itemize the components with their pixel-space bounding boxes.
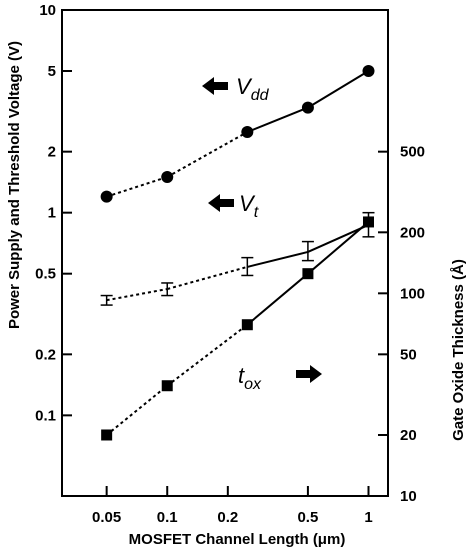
x-tick-label: 1 <box>364 509 372 526</box>
x-tick-label: 0.05 <box>92 509 121 526</box>
vt-label: Vt <box>239 191 259 221</box>
x-tick-label: 0.5 <box>297 509 318 526</box>
right-y-tick-label: 500 <box>400 144 425 161</box>
left-y-tick-label: 5 <box>48 63 56 80</box>
vt-segment <box>247 250 309 268</box>
vt-segment <box>166 265 248 290</box>
tox-segment <box>246 272 309 326</box>
right-y-tick-label: 20 <box>400 427 417 444</box>
tox-point <box>302 268 314 280</box>
left-y-tick-label: 0.5 <box>35 266 56 283</box>
left-y-tick-label: 0.2 <box>35 346 56 363</box>
right-y-tick-label: 200 <box>400 224 425 241</box>
x-tick-label: 0.2 <box>217 509 238 526</box>
vdd-label: Vdd <box>236 74 270 104</box>
right-y-tick-label: 10 <box>400 488 417 505</box>
vdd-point <box>301 101 314 114</box>
left-y-tick-label: 0.1 <box>35 407 56 424</box>
left-y-tick-label: 1 <box>48 205 56 222</box>
vdd-point <box>362 65 375 78</box>
x-axis: 0.05 0.1 0.2 0.5 1 <box>92 486 373 526</box>
series-labels: Vdd Vt tox <box>202 74 322 393</box>
left-y-axis: 0.1 0.2 0.5 1 2 5 10 <box>35 2 72 424</box>
right-y-axis-title: Gate Oxide Thickness (Å) <box>450 259 467 441</box>
tox-point <box>101 429 113 441</box>
right-y-tick-label: 50 <box>400 346 417 363</box>
right-y-tick-label: 100 <box>400 285 425 302</box>
tox-label: tox <box>238 363 262 393</box>
vdd-segment <box>166 131 248 178</box>
arrow-left-icon <box>208 194 234 212</box>
plot-frame <box>61 9 389 497</box>
arrow-left-icon <box>202 77 228 95</box>
tox-point <box>161 380 173 392</box>
left-y-tick-label: 2 <box>48 144 56 161</box>
arrow-right-icon <box>296 365 322 383</box>
left-y-axis-title: Power Supply and Threshold Voltage (V) <box>6 41 23 329</box>
series-layer <box>100 65 375 441</box>
tox-segment <box>106 384 168 436</box>
left-y-tick-label: 10 <box>39 2 56 19</box>
tox-point <box>362 216 374 228</box>
vdd-segment <box>106 176 168 198</box>
right-y-axis: 10 20 50 100 200 500 <box>378 144 425 505</box>
vdd-segment <box>246 106 309 133</box>
plot-border <box>61 9 389 497</box>
tox-segment <box>166 323 248 387</box>
x-axis-title: MOSFET Channel Length (μm) <box>129 531 346 548</box>
vdd-point <box>241 126 254 139</box>
x-tick-label: 0.1 <box>157 509 178 526</box>
vdd-point <box>161 170 174 183</box>
tox-point <box>241 319 253 331</box>
vt-segment <box>106 288 168 302</box>
tox-segment <box>307 221 370 275</box>
vdd-segment <box>307 70 370 109</box>
vdd-point <box>100 190 113 203</box>
